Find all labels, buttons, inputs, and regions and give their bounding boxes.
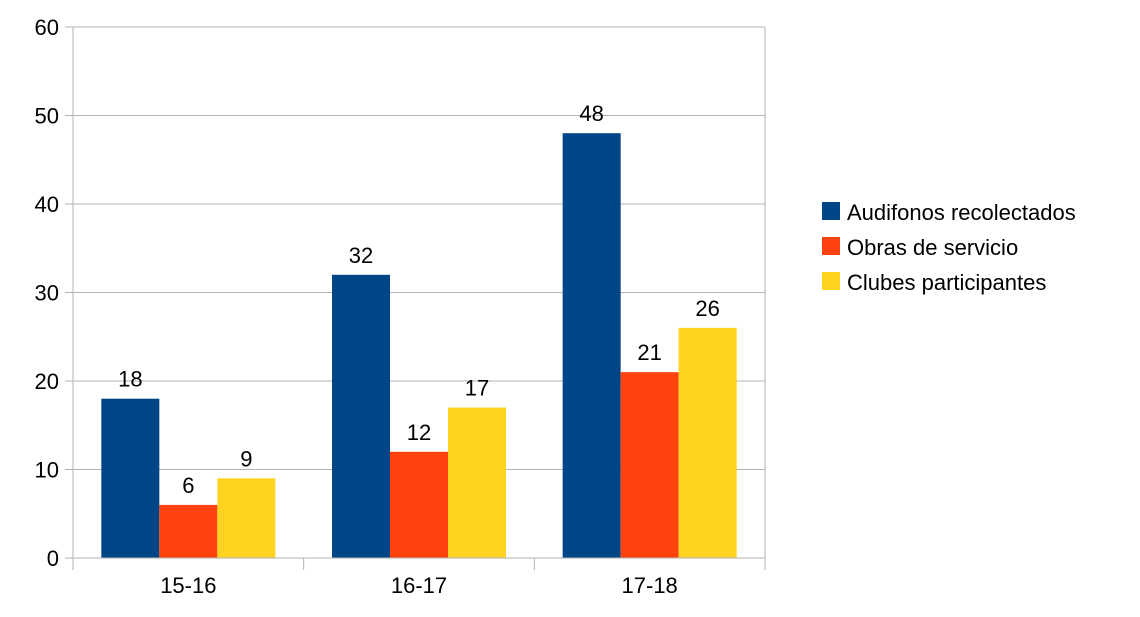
legend-label: Clubes participantes [847, 270, 1046, 295]
grid [73, 26, 765, 559]
bar [159, 504, 218, 558]
y-tick-label: 20 [35, 369, 59, 394]
y-tick-label: 10 [35, 458, 59, 483]
legend-swatch [822, 237, 840, 255]
bar [390, 451, 448, 558]
bar-value-label: 18 [118, 367, 142, 392]
legend: Audifonos recolectados Obras de servicio C… [822, 200, 1076, 295]
y-tick-label: 50 [35, 104, 59, 129]
x-tick-label: 17-18 [622, 573, 678, 598]
data-labels: 18 6 9 32 12 17 48 21 26 [118, 101, 720, 498]
bar-value-label: 9 [240, 446, 252, 471]
legend-label: Obras de servicio [847, 235, 1018, 260]
bar [620, 372, 679, 558]
y-tick-label: 60 [35, 15, 59, 40]
x-tick-label: 16-17 [391, 573, 447, 598]
legend-swatch [822, 202, 840, 220]
bar-value-label: 21 [637, 340, 661, 365]
x-tick-label: 15-16 [160, 573, 216, 598]
y-tick-label: 0 [47, 546, 59, 571]
bar-value-label: 6 [182, 473, 194, 498]
bar-value-label: 48 [579, 101, 603, 126]
bar-value-label: 26 [695, 296, 719, 321]
bar-value-label: 17 [465, 376, 489, 401]
y-tick-label: 40 [35, 192, 59, 217]
bar [448, 407, 506, 558]
legend-label: Audifonos recolectados [847, 200, 1076, 225]
bar [217, 478, 276, 558]
bar [678, 327, 737, 558]
bar-value-label: 12 [407, 420, 431, 445]
bar-value-label: 32 [349, 243, 373, 268]
y-tick-label: 30 [35, 281, 59, 306]
bar [562, 133, 621, 558]
bar [101, 398, 160, 558]
legend-swatch [822, 272, 840, 290]
bars [101, 133, 737, 558]
bar [332, 274, 390, 558]
axes: 0 10 20 30 40 50 60 15-16 16-17 17-18 [35, 15, 766, 598]
